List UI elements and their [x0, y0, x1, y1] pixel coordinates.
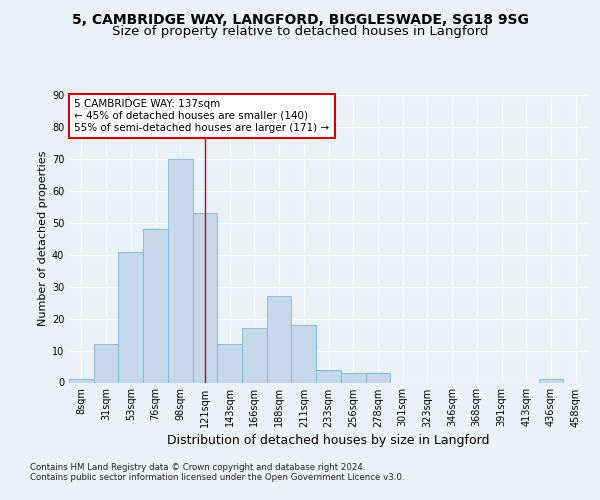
- Bar: [193, 213, 217, 382]
- Text: 5 CAMBRIDGE WAY: 137sqm
← 45% of detached houses are smaller (140)
55% of semi-d: 5 CAMBRIDGE WAY: 137sqm ← 45% of detache…: [74, 100, 329, 132]
- Bar: [539, 380, 563, 382]
- Y-axis label: Number of detached properties: Number of detached properties: [38, 151, 47, 326]
- Text: Size of property relative to detached houses in Langford: Size of property relative to detached ho…: [112, 25, 488, 38]
- Bar: [242, 328, 267, 382]
- Bar: [94, 344, 118, 383]
- Text: Contains HM Land Registry data © Crown copyright and database right 2024.
Contai: Contains HM Land Registry data © Crown c…: [30, 462, 404, 482]
- Bar: [292, 325, 316, 382]
- Bar: [143, 229, 168, 382]
- Bar: [217, 344, 242, 383]
- Text: 5, CAMBRIDGE WAY, LANGFORD, BIGGLESWADE, SG18 9SG: 5, CAMBRIDGE WAY, LANGFORD, BIGGLESWADE,…: [71, 12, 529, 26]
- Bar: [341, 373, 365, 382]
- Bar: [316, 370, 341, 382]
- Bar: [69, 380, 94, 382]
- X-axis label: Distribution of detached houses by size in Langford: Distribution of detached houses by size …: [167, 434, 490, 446]
- Bar: [267, 296, 292, 382]
- Bar: [168, 159, 193, 382]
- Bar: [365, 373, 390, 382]
- Bar: [118, 252, 143, 382]
